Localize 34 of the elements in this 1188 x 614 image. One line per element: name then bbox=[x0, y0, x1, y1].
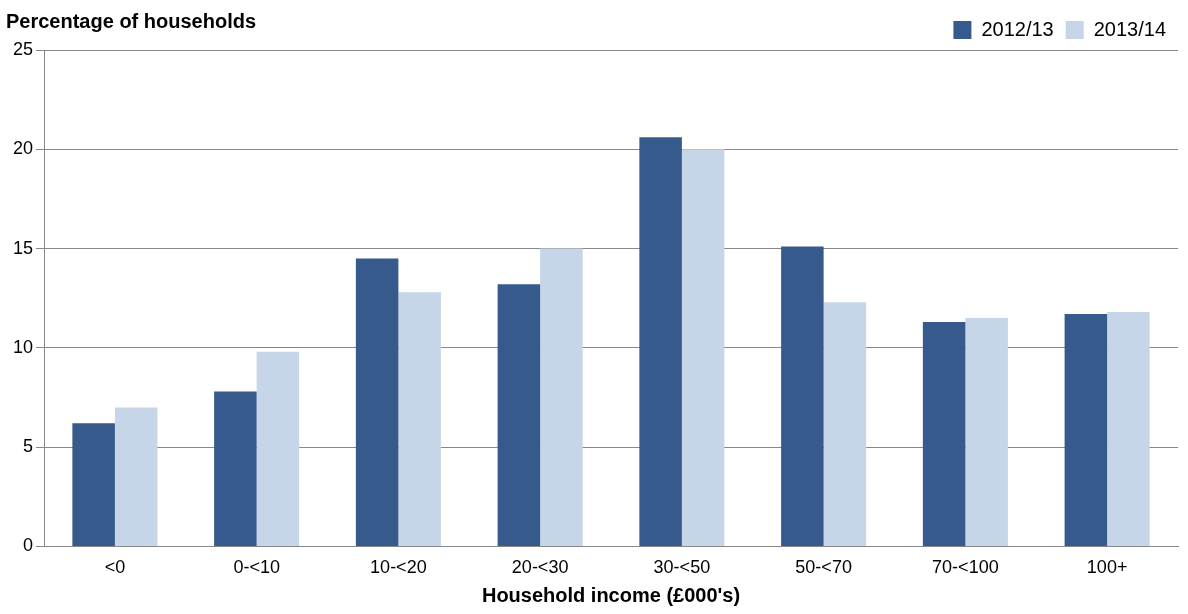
legend-label: 2013/14 bbox=[1093, 17, 1166, 40]
x-tick-label: 20-<30 bbox=[511, 557, 569, 578]
bar bbox=[965, 318, 1008, 546]
bar bbox=[540, 248, 583, 546]
y-axis-title: Percentage of households bbox=[6, 9, 257, 32]
y-tick-label: 15 bbox=[12, 237, 34, 258]
legend-label: 2012/13 bbox=[981, 17, 1054, 40]
x-axis-title: Household income (£000's) bbox=[481, 583, 741, 606]
bar bbox=[1064, 314, 1108, 546]
bar bbox=[639, 137, 682, 546]
bar bbox=[355, 258, 399, 546]
bar bbox=[497, 284, 541, 546]
x-tick-label: <0 bbox=[104, 557, 126, 578]
x-tick-label: 30-<50 bbox=[653, 557, 711, 578]
x-tick-label: 10-<20 bbox=[370, 557, 427, 578]
bar bbox=[114, 407, 158, 546]
x-tick-label: 70-<100 bbox=[932, 557, 999, 578]
bar bbox=[214, 391, 257, 546]
x-tick-label: 50-<70 bbox=[795, 557, 852, 578]
bar bbox=[823, 302, 867, 546]
x-tick-label: 100+ bbox=[1086, 557, 1128, 578]
x-tick-label: 0-<10 bbox=[233, 557, 280, 578]
y-tick-label: 20 bbox=[12, 138, 34, 159]
y-tick-label: 0 bbox=[23, 535, 34, 556]
bar bbox=[256, 351, 300, 546]
bar bbox=[781, 246, 824, 546]
bar bbox=[72, 423, 115, 546]
y-tick-label: 5 bbox=[23, 436, 34, 457]
bar bbox=[398, 292, 441, 546]
y-tick-label: 25 bbox=[12, 38, 34, 59]
y-tick-label: 10 bbox=[12, 336, 34, 357]
bar bbox=[681, 149, 725, 546]
bar bbox=[1107, 312, 1150, 546]
bar bbox=[922, 322, 966, 546]
